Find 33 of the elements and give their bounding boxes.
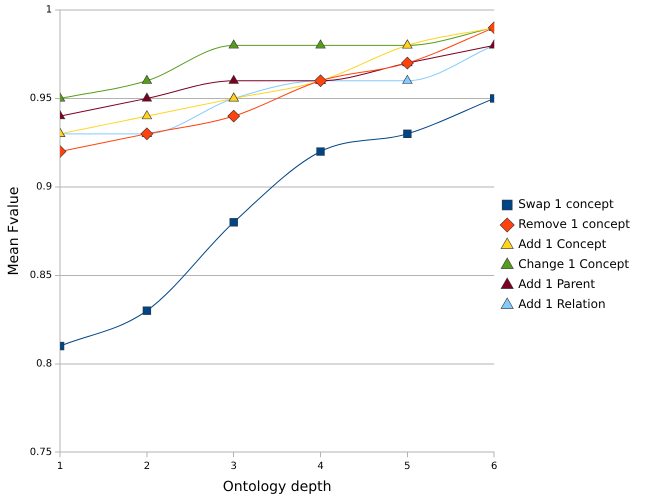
y-tick-label: 0.75 [30,446,52,458]
point [142,306,152,315]
point [142,74,152,84]
x-tick-label: 5 [404,460,411,472]
legend-label: Remove 1 concept [518,217,630,232]
point [315,40,326,48]
point [401,56,414,70]
y-tick-label: 1 [46,4,52,16]
point [314,74,327,88]
point [230,218,238,226]
x-tick-label: 2 [144,460,150,472]
x-tick-label: 4 [317,460,324,472]
point [140,128,154,140]
legend-label: Add 1 Relation [518,297,606,312]
x-tick-label: 3 [230,460,237,472]
x-axis-title: Ontology depth [222,479,332,496]
y-tick-label: 0.9 [36,181,52,192]
x-tick-label: 6 [491,460,498,472]
legend-label: Add 1 Concept [518,237,607,252]
y-axis-title: Mean Fvalue [6,186,22,276]
point [227,110,240,122]
x-tick-label: 1 [56,460,64,472]
legend-label: Change 1 Concept [518,257,630,272]
legend-label: Swap 1 concept [518,197,614,212]
point [142,110,152,120]
point [403,130,412,138]
point [316,147,325,156]
point [228,40,239,48]
y-tick-label: 0.8 [36,358,52,370]
point [402,74,412,84]
y-tick-label: 0.85 [30,270,52,281]
y-tick-label: 0.95 [30,93,52,104]
legend-label: Add 1 Parent [518,277,596,292]
